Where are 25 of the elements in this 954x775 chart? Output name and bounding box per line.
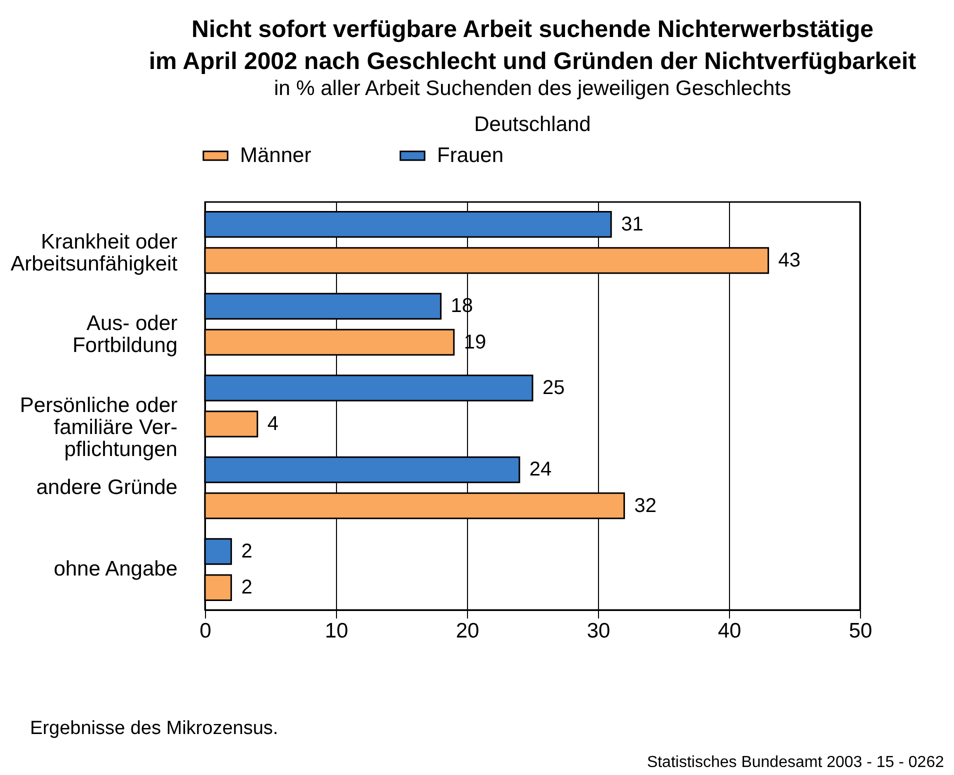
data-label: 2 bbox=[241, 576, 252, 599]
x-tick-label: 10 bbox=[324, 620, 348, 642]
legend-label: Frauen bbox=[437, 144, 504, 167]
text: Ergebnisse des Mikrozensus. bbox=[30, 718, 278, 740]
y-tick-label: Krankheit oder Arbeitsunfähigkeit bbox=[10, 230, 178, 276]
y-tick-label: andere Gründe bbox=[36, 476, 178, 499]
data-label: 25 bbox=[542, 376, 565, 399]
x-tick-label: 20 bbox=[456, 620, 480, 642]
x-tick-label: 0 bbox=[200, 620, 212, 642]
text: Statistisches Bundesamt 2003 - 15 - 0262 bbox=[646, 754, 944, 772]
y-tick-label: ohne Angabe bbox=[54, 558, 178, 581]
data-label: 31 bbox=[621, 213, 644, 236]
legend-label: Männer bbox=[240, 144, 312, 167]
chart-subtitle: in % aller Arbeit Suchenden des jeweiligen Geschlechts Deutschland bbox=[274, 77, 792, 136]
x-tick-label: 50 bbox=[848, 620, 872, 642]
data-label: 2 bbox=[241, 540, 252, 562]
y-tick-label: Aus- oder Fortbildung bbox=[72, 312, 178, 358]
x-tick-label: 30 bbox=[586, 620, 610, 642]
x-tick-label: 40 bbox=[718, 620, 742, 642]
y-tick-label: Persönliche oder familiäre Ver- pflichtungen bbox=[20, 394, 178, 461]
data-label: 43 bbox=[778, 250, 801, 272]
chart-title: Nicht sofort verfügbare Arbeit suchende Nichterwerbstätige im April 2002 nach Geschlecht und Gründen der Nichtverfügbarkeit bbox=[148, 16, 916, 75]
data-label: 4 bbox=[267, 413, 279, 436]
data-label: 24 bbox=[529, 458, 552, 481]
data-label: 32 bbox=[634, 494, 656, 517]
